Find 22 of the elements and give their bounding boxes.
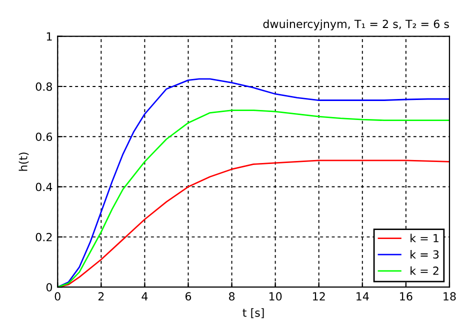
- x-tick-label: 6: [185, 292, 192, 301]
- x-tick-label: 8: [229, 292, 235, 301]
- x-tick-label: 0: [54, 292, 60, 301]
- chart-title: dwuinercyjnym, T₁ = 2 s, T₂ = 6 s: [263, 20, 449, 30]
- x-tick-label: 18: [444, 292, 456, 301]
- x-tick-label: 4: [142, 292, 148, 300]
- y-tick-label: 0.8: [36, 82, 52, 91]
- y-tick-label: 0.2: [36, 232, 52, 242]
- x-tick-label: 10: [269, 292, 282, 301]
- y-tick-label: 0: [46, 283, 52, 292]
- y-tick-label: 0.6: [36, 132, 52, 141]
- x-tick-label: 12: [313, 292, 325, 300]
- legend-label: k = 1: [410, 234, 438, 242]
- y-axis-title: h(t): [18, 152, 29, 171]
- legend-label: k = 3: [410, 250, 439, 259]
- y-tick-label: 1: [46, 32, 52, 41]
- x-axis-title: t [s]: [242, 308, 264, 318]
- x-tick-label: 16: [400, 292, 412, 301]
- legend-label: k = 2: [410, 266, 438, 275]
- y-tick-label: 0.4: [36, 182, 52, 192]
- x-tick-label: 2: [98, 292, 104, 300]
- x-tick-label: 14: [356, 292, 369, 300]
